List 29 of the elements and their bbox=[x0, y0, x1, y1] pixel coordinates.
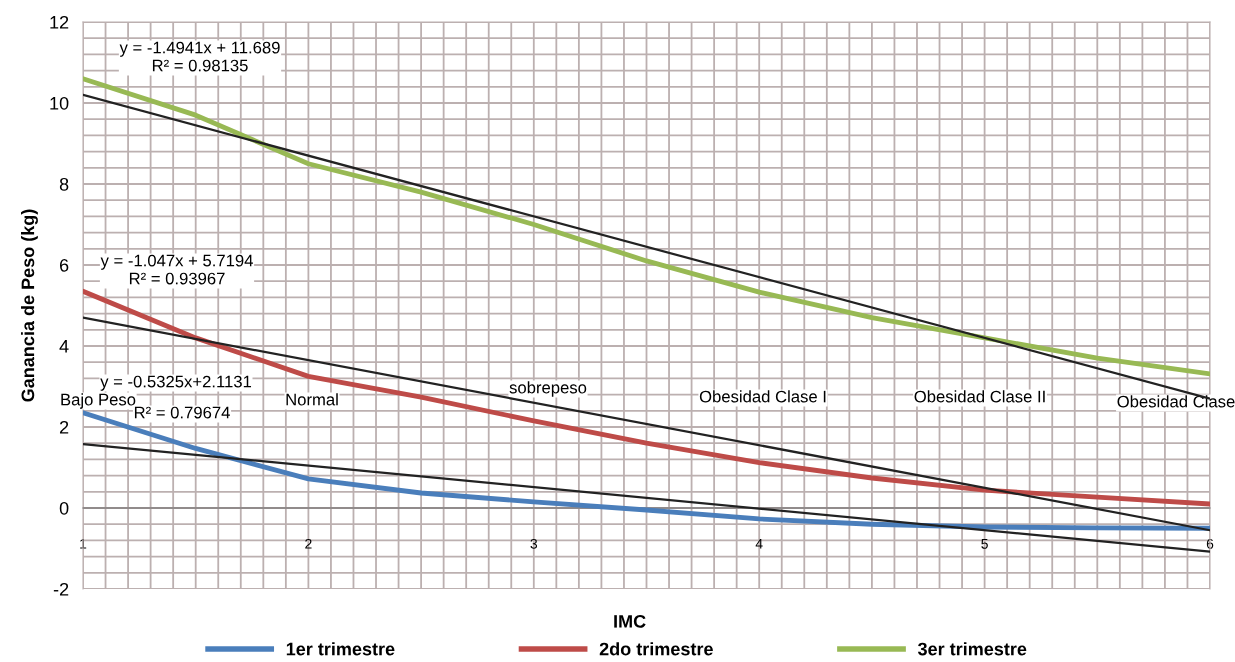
y-tick-label: 12 bbox=[50, 15, 69, 29]
x-tick-label: 6 bbox=[1206, 538, 1214, 549]
legend-label: 3er trimestre bbox=[917, 642, 1027, 656]
annotation: Normal bbox=[286, 393, 338, 406]
annotation: y = -1.4941x + 11.689 R² = 0.98135 bbox=[119, 41, 280, 72]
annotation: R² = 0.79674 bbox=[134, 406, 230, 419]
x-tick-label: 1 bbox=[80, 539, 87, 549]
annotation: sobrepeso bbox=[509, 381, 587, 397]
annotation: y = -1.047x + 5.7194 R² = 0.93967 bbox=[100, 254, 253, 285]
x-tick-label: 3 bbox=[530, 538, 538, 549]
y-tick-label: 10 bbox=[50, 96, 69, 110]
y-tick-label: 0 bbox=[59, 501, 69, 515]
y-tick-label: -2 bbox=[53, 582, 69, 596]
legend-label: 2do trimestre bbox=[599, 642, 713, 656]
annotation: Obesidad Clase bbox=[1117, 395, 1235, 408]
annotation: Obesidad Clase I bbox=[699, 390, 826, 403]
x-tick-label: 2 bbox=[305, 538, 312, 549]
y-axis-title: Ganancia de Peso (kg) bbox=[21, 209, 38, 402]
y-tick-label: 4 bbox=[59, 340, 69, 353]
x-axis-title: IMC bbox=[614, 614, 646, 628]
y-tick-label: 8 bbox=[59, 177, 69, 191]
annotation: Bajo Peso bbox=[61, 393, 136, 409]
y-tick-label: 2 bbox=[59, 420, 69, 434]
x-tick-label: 4 bbox=[755, 539, 763, 549]
legend-label: 1er trimestre bbox=[286, 642, 395, 656]
annotation: Obesidad Clase II bbox=[914, 390, 1045, 403]
x-tick-label: 5 bbox=[981, 539, 988, 549]
annotation: y = -0.5325x+2.1131 bbox=[100, 375, 252, 391]
y-tick-label: 6 bbox=[59, 258, 69, 272]
